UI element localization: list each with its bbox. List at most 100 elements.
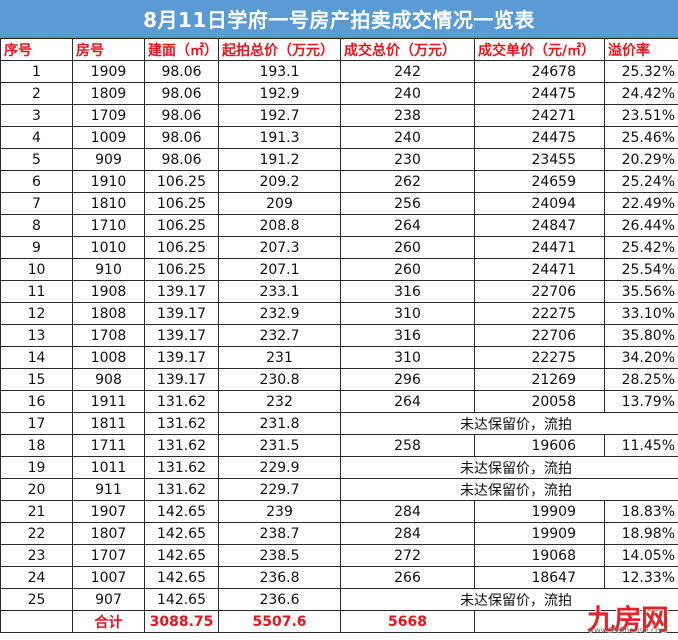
row-area: 139.17 xyxy=(144,346,219,369)
row-area: 106.25 xyxy=(144,170,219,193)
table-row: 4 1009 98.06 191.3 240 24475 25.46% xyxy=(0,126,678,149)
row-index: 19 xyxy=(0,456,73,479)
row-unit: 908 xyxy=(72,368,145,391)
header-unit: 房号 xyxy=(72,38,145,61)
row-start-price: 207.1 xyxy=(218,258,341,281)
table-row: 22 1807 142.65 238.7 284 19909 18.98% xyxy=(0,522,678,545)
total-row: 合计 3088.75 5507.6 5668 xyxy=(0,610,678,633)
row-area: 106.25 xyxy=(144,258,219,281)
header-start-price: 起拍总价（万元） xyxy=(218,38,341,61)
row-index: 25 xyxy=(0,588,73,611)
row-premium: 11.45% xyxy=(604,434,678,457)
table-row: 10 910 106.25 207.1 260 24471 25.54% xyxy=(0,258,678,281)
row-start-price: 238.7 xyxy=(218,522,341,545)
row-index: 2 xyxy=(0,82,73,105)
header-deal-price: 成交总价（万元） xyxy=(340,38,475,61)
row-area: 142.65 xyxy=(144,588,219,611)
row-start-price: 230.8 xyxy=(218,368,341,391)
table-row: 2 1809 98.06 192.9 240 24475 24.42% xyxy=(0,82,678,105)
row-unit: 1809 xyxy=(72,82,145,105)
row-index: 5 xyxy=(0,148,73,171)
row-unit: 1810 xyxy=(72,192,145,215)
row-premium: 33.10% xyxy=(604,302,678,325)
row-unit: 1010 xyxy=(72,236,145,259)
row-premium: 25.54% xyxy=(604,258,678,281)
row-start-price: 231 xyxy=(218,346,341,369)
row-premium: 13.79% xyxy=(604,390,678,413)
row-index: 20 xyxy=(0,478,73,501)
row-unit-price: 20058 xyxy=(474,390,605,413)
row-unit-price: 19909 xyxy=(474,522,605,545)
total-deal-price: 5668 xyxy=(340,610,475,633)
row-area: 131.62 xyxy=(144,390,219,413)
total-label: 合计 xyxy=(72,610,145,633)
row-unit-price: 19909 xyxy=(474,500,605,523)
table-row: 20 911 131.62 229.7 未达保留价，流拍 xyxy=(0,478,678,501)
row-area: 142.65 xyxy=(144,522,219,545)
row-deal-price: 258 xyxy=(340,434,475,457)
row-index: 15 xyxy=(0,368,73,391)
row-index: 22 xyxy=(0,522,73,545)
row-index: 9 xyxy=(0,236,73,259)
row-unit: 909 xyxy=(72,148,145,171)
row-unit-price: 19606 xyxy=(474,434,605,457)
row-unit-price: 24847 xyxy=(474,214,605,237)
row-area: 139.17 xyxy=(144,280,219,303)
row-deal-price: 238 xyxy=(340,104,475,127)
row-area: 98.06 xyxy=(144,126,219,149)
row-unit: 1910 xyxy=(72,170,145,193)
row-index: 17 xyxy=(0,412,73,435)
row-area: 139.17 xyxy=(144,368,219,391)
table-row: 25 907 142.65 236.6 未达保留价，流拍 xyxy=(0,588,678,611)
row-start-price: 239 xyxy=(218,500,341,523)
header-index: 序号 xyxy=(0,38,73,61)
table-row: 5 909 98.06 191.2 230 23455 20.29% xyxy=(0,148,678,171)
row-index: 1 xyxy=(0,60,73,83)
row-start-price: 232 xyxy=(218,390,341,413)
table-row: 19 1011 131.62 229.9 未达保留价，流拍 xyxy=(0,456,678,479)
table-row: 15 908 139.17 230.8 296 21269 28.25% xyxy=(0,368,678,391)
row-deal-price: 242 xyxy=(340,60,475,83)
table-row: 18 1711 131.62 231.5 258 19606 11.45% xyxy=(0,434,678,457)
row-start-price: 191.2 xyxy=(218,148,341,171)
row-unit-price: 24659 xyxy=(474,170,605,193)
row-deal-price: 260 xyxy=(340,236,475,259)
row-premium: 20.29% xyxy=(604,148,678,171)
table-row: 16 1911 131.62 232 264 20058 13.79% xyxy=(0,390,678,413)
row-unit-price: 22275 xyxy=(474,302,605,325)
row-index: 11 xyxy=(0,280,73,303)
row-unit-price: 22706 xyxy=(474,324,605,347)
row-index: 10 xyxy=(0,258,73,281)
row-unit-price: 24094 xyxy=(474,192,605,215)
row-deal-price: 260 xyxy=(340,258,475,281)
watermark-brand: 九房网 xyxy=(586,603,669,636)
table-row: 17 1811 131.62 231.8 未达保留价，流拍 xyxy=(0,412,678,435)
table-row: 11 1908 139.17 233.1 316 22706 35.56% xyxy=(0,280,678,303)
row-index: 23 xyxy=(0,544,73,567)
row-unit: 1008 xyxy=(72,346,145,369)
row-area: 131.62 xyxy=(144,434,219,457)
unsold-note: 未达保留价，流拍 xyxy=(340,588,678,611)
row-premium: 18.83% xyxy=(604,500,678,523)
row-start-price: 232.9 xyxy=(218,302,341,325)
row-deal-price: 256 xyxy=(340,192,475,215)
table-row: 1 1909 98.06 193.1 242 24678 25.32% xyxy=(0,60,678,83)
row-start-price: 207.3 xyxy=(218,236,341,259)
row-unit: 1709 xyxy=(72,104,145,127)
row-unit-price: 24471 xyxy=(474,236,605,259)
row-unit: 1911 xyxy=(72,390,145,413)
table-row: 23 1707 142.65 238.5 272 19068 14.05% xyxy=(0,544,678,567)
row-deal-price: 272 xyxy=(340,544,475,567)
header-unit-price: 成交单价（元/㎡） xyxy=(474,38,605,61)
row-area: 131.62 xyxy=(144,412,219,435)
unsold-note: 未达保留价，流拍 xyxy=(340,478,678,501)
row-unit: 911 xyxy=(72,478,145,501)
row-start-price: 229.7 xyxy=(218,478,341,501)
table-row: 9 1010 106.25 207.3 260 24471 25.42% xyxy=(0,236,678,259)
table-row: 6 1910 106.25 209.2 262 24659 25.24% xyxy=(0,170,678,193)
row-premium: 35.80% xyxy=(604,324,678,347)
row-area: 98.06 xyxy=(144,82,219,105)
row-unit: 1710 xyxy=(72,214,145,237)
row-premium: 25.46% xyxy=(604,126,678,149)
total-start-price: 5507.6 xyxy=(218,610,341,633)
